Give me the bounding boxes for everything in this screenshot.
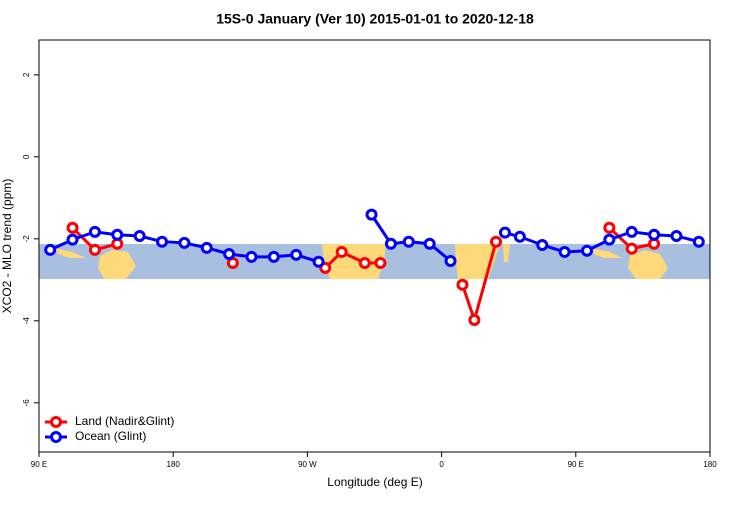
point xyxy=(490,235,503,248)
point xyxy=(692,235,705,248)
point xyxy=(365,208,378,221)
point xyxy=(335,245,348,258)
land-shape xyxy=(55,248,86,258)
chart-title: 15S-0 January (Ver 10) 2015-01-01 to 202… xyxy=(216,11,534,27)
point xyxy=(580,244,593,257)
series-line xyxy=(324,250,381,270)
point xyxy=(66,233,79,246)
point xyxy=(290,248,303,261)
y-tick-label: 0 xyxy=(22,154,31,159)
point xyxy=(456,278,469,291)
land-shape xyxy=(98,250,136,279)
x-tick-label: 180 xyxy=(167,460,181,469)
point xyxy=(558,245,571,258)
y-tick-label: 2 xyxy=(22,72,31,77)
x-tick-label: 0 xyxy=(439,460,444,469)
point xyxy=(223,247,236,260)
point xyxy=(245,250,258,263)
point xyxy=(648,228,661,241)
point xyxy=(625,242,638,255)
point xyxy=(423,237,436,250)
land-shape xyxy=(628,250,668,279)
legend-label: Land (Nadir&Glint) xyxy=(75,414,174,428)
point xyxy=(402,235,415,248)
point xyxy=(88,225,101,238)
point xyxy=(603,233,616,246)
point xyxy=(358,257,371,270)
point xyxy=(444,254,457,267)
point xyxy=(133,229,146,242)
legend-marker xyxy=(50,416,62,428)
y-tick-label: -6 xyxy=(22,399,31,407)
point xyxy=(603,221,616,234)
land-shape xyxy=(592,248,622,258)
point xyxy=(66,221,79,234)
legend-marker xyxy=(50,431,62,443)
point xyxy=(267,250,280,263)
series-line xyxy=(504,230,700,254)
point xyxy=(625,225,638,238)
land-shape xyxy=(503,244,510,262)
point xyxy=(536,238,549,251)
point xyxy=(468,313,481,326)
y-tick-label: -2 xyxy=(22,235,31,243)
point xyxy=(178,236,191,249)
x-tick-label: 90 E xyxy=(31,460,47,469)
point xyxy=(513,230,526,243)
point xyxy=(670,229,683,242)
x-axis-label: Longitude (deg E) xyxy=(327,475,422,489)
point xyxy=(312,255,325,268)
point xyxy=(88,243,101,256)
x-tick-label: 90 E xyxy=(568,460,584,469)
point xyxy=(374,257,387,270)
point xyxy=(200,241,213,254)
y-tick-label: -4 xyxy=(22,317,31,325)
point xyxy=(44,243,57,256)
y-axis-label: XCO2 - MLO trend (ppm) xyxy=(0,179,14,314)
map-strip xyxy=(39,244,710,279)
legend-label: Ocean (Glint) xyxy=(75,429,146,443)
point xyxy=(111,228,124,241)
plot-frame xyxy=(38,39,711,453)
x-tick-label: 180 xyxy=(703,460,717,469)
point xyxy=(156,235,169,248)
x-tick-label: 90 W xyxy=(298,460,317,469)
point xyxy=(384,237,397,250)
point xyxy=(498,226,511,239)
